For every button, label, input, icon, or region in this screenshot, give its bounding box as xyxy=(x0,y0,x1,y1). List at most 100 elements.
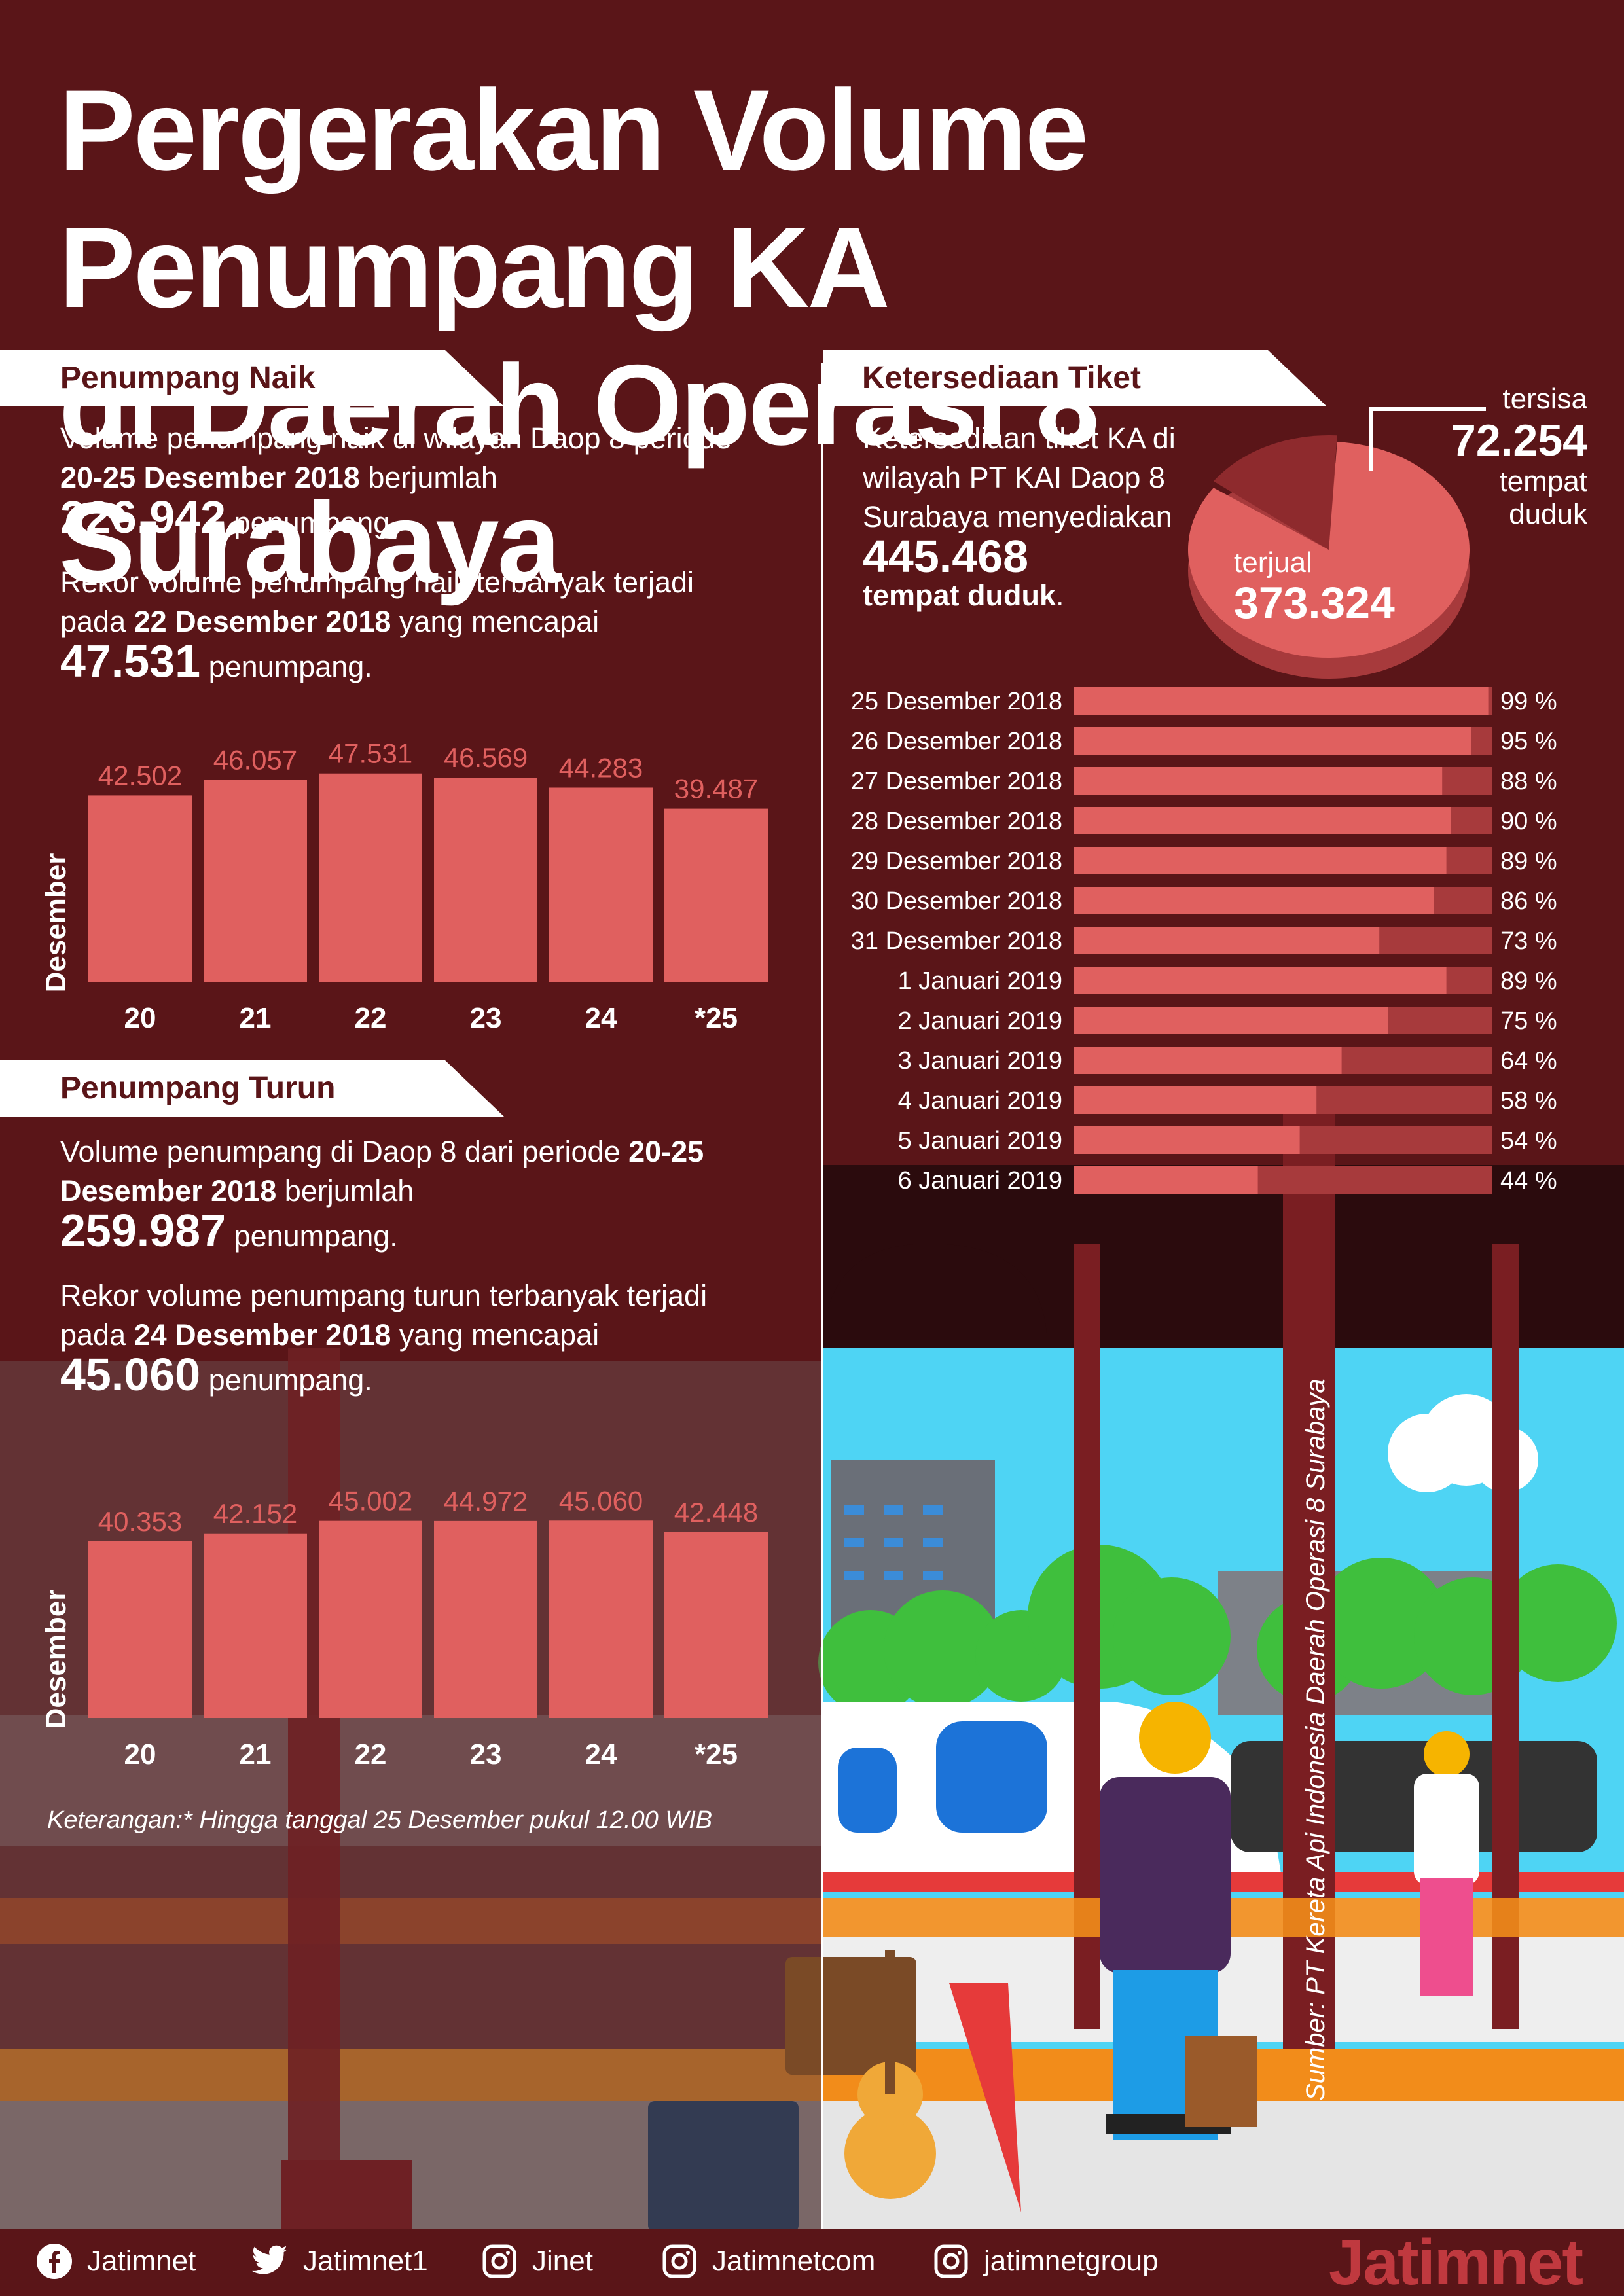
instagram-jatimnetgroup-label: jatimnetgroup xyxy=(984,2245,1159,2277)
tiket-row-percent: 89 % xyxy=(1500,967,1557,995)
turun-paragraph-2: Rekor volume penumpang turun terbanyak t… xyxy=(60,1276,813,1400)
tiket-row-percent: 58 % xyxy=(1500,1087,1557,1115)
tiket-row-percent: 54 % xyxy=(1500,1127,1557,1155)
turun-value-label: 45.060 xyxy=(559,1485,643,1516)
turun-period-month: Desember 2018 xyxy=(60,1174,277,1208)
naik-category-label: *25 xyxy=(695,1002,738,1034)
naik-y-axis-label: Desember xyxy=(40,853,72,993)
naik-p2-pre: pada xyxy=(60,605,134,638)
tiket-line-1: Ketersediaan tiket KA di xyxy=(863,422,1176,455)
naik-category-label: 23 xyxy=(470,1002,502,1034)
naik-total: 226.942 xyxy=(60,492,226,543)
tersisa-unit-1: tempat xyxy=(1499,465,1587,497)
footer-twitter[interactable]: Jatimnet1 xyxy=(252,2242,428,2281)
tiket-paragraph: Ketersediaan tiket KA di wilayah PT KAI … xyxy=(863,419,1229,615)
turun-p1-pre: Volume penumpang di Daop 8 dari periode xyxy=(60,1135,629,1168)
naik-p2-rest: yang mencapai xyxy=(391,605,600,638)
tiket-bar-25-desember-2018 xyxy=(1074,687,1489,715)
instagram-icon xyxy=(481,2243,518,2280)
naik-record-date: 22 Desember 2018 xyxy=(134,605,391,638)
naik-value-label: 39.487 xyxy=(674,774,758,804)
twitter-label: Jatimnet1 xyxy=(303,2245,428,2277)
tiket-row-date: 26 Desember 2018 xyxy=(851,728,1062,755)
naik-bar-23 xyxy=(434,778,537,982)
tiket-row-date: 4 Januari 2019 xyxy=(898,1087,1062,1115)
tiket-row-percent: 73 % xyxy=(1500,927,1557,955)
turun-paragraph-1: Volume penumpang di Daop 8 dari periode … xyxy=(60,1132,813,1256)
section-header-turun: Penumpang Turun xyxy=(0,1060,504,1117)
naik-value-label: 46.569 xyxy=(444,742,528,773)
tiket-row-percent: 86 % xyxy=(1500,888,1557,915)
tiket-row-percent: 64 % xyxy=(1500,1047,1557,1075)
turun-record-value: 45.060 xyxy=(60,1349,201,1400)
naik-value-label: 44.283 xyxy=(559,752,643,783)
terjual-block: terjual 373.324 xyxy=(1234,547,1395,626)
naik-total-unit: penumpang. xyxy=(226,506,398,539)
turun-bar-20 xyxy=(88,1541,192,1718)
tiket-row-date: 27 Desember 2018 xyxy=(851,768,1062,795)
tiket-bar-29-desember-2018 xyxy=(1074,847,1447,874)
naik-p2-line-c: 47.531 penumpang. xyxy=(60,638,813,687)
instagram-icon xyxy=(933,2243,969,2280)
tiket-bar-1-januari-2019 xyxy=(1074,967,1447,994)
instagram-jatimnetcom-label: Jatimnetcom xyxy=(712,2245,876,2277)
title-line-1: Pergerakan Volume Penumpang KA xyxy=(59,67,1089,332)
turun-p1-line-b: Desember 2018 berjumlah xyxy=(60,1172,813,1211)
footer-instagram-jatimnetcom[interactable]: Jatimnetcom xyxy=(661,2242,875,2281)
naik-category-label: 22 xyxy=(355,1002,387,1034)
naik-bar-24 xyxy=(549,787,653,982)
pie-slice-terjual xyxy=(1188,442,1470,658)
turun-total: 259.987 xyxy=(60,1205,226,1256)
tiket-line-2: wilayah PT KAI Daop 8 xyxy=(863,461,1165,494)
footer-instagram-jatimnetgroup[interactable]: jatimnetgroup xyxy=(933,2242,1159,2281)
naik-value-label: 47.531 xyxy=(329,738,412,769)
naik-category-label: 24 xyxy=(585,1002,617,1034)
tiket-row-date: 6 Januari 2019 xyxy=(898,1167,1062,1194)
instagram-icon xyxy=(661,2243,698,2280)
tiket-row-date: 29 Desember 2018 xyxy=(851,848,1062,875)
tiket-total-unit: tempat duduk xyxy=(863,579,1056,612)
turun-period-bold: 20-25 xyxy=(628,1135,704,1168)
turun-bar-24 xyxy=(549,1520,653,1718)
tiket-row-date: 28 Desember 2018 xyxy=(851,808,1062,835)
turun-category-label: 22 xyxy=(355,1738,387,1770)
tiket-row-date: 5 Januari 2019 xyxy=(898,1127,1062,1155)
naik-bar-20 xyxy=(88,795,192,982)
sumber-source: Sumber: PT Kereta Api Indonesia Daerah O… xyxy=(1301,1378,1330,2101)
footer-instagram-jinet[interactable]: Jinet xyxy=(481,2242,593,2281)
twitter-icon xyxy=(252,2243,289,2280)
tiket-bar-30-desember-2018 xyxy=(1074,887,1434,914)
tiket-row-percent: 95 % xyxy=(1500,728,1557,755)
naik-period-bold: 20-25 Desember 2018 xyxy=(60,461,360,494)
naik-value-label: 42.502 xyxy=(98,760,182,791)
vertical-divider xyxy=(821,363,823,2261)
tiket-bar-28-desember-2018 xyxy=(1074,807,1451,834)
tiket-row-percent: 89 % xyxy=(1500,848,1557,875)
tiket-row-date: 2 Januari 2019 xyxy=(898,1007,1062,1035)
naik-bar-*25 xyxy=(664,808,768,982)
naik-record-value: 47.531 xyxy=(60,636,201,687)
naik-paragraph-1: Volume penumpang naik di wilayah Daop 8 … xyxy=(60,419,813,543)
tersisa-block: tersisa 72.254 tempat duduk xyxy=(1440,383,1587,531)
naik-p1-line-b: 20-25 Desember 2018 berjumlah xyxy=(60,458,813,497)
turun-value-label: 42.448 xyxy=(674,1497,758,1528)
naik-p2-line-b: pada 22 Desember 2018 yang mencapai xyxy=(60,602,813,641)
tiket-row-date: 3 Januari 2019 xyxy=(898,1047,1062,1075)
footer-facebook[interactable]: Jatimnet xyxy=(36,2242,196,2281)
tiket-total-dot: . xyxy=(1056,579,1064,612)
turun-y-axis-label: Desember xyxy=(40,1590,72,1729)
tiket-row-percent: 88 % xyxy=(1500,768,1557,795)
naik-p1-rest: berjumlah xyxy=(359,461,497,494)
turun-p2-pre: pada xyxy=(60,1318,134,1352)
tiket-bar-31-desember-2018 xyxy=(1074,927,1380,954)
tiket-row-percent: 99 % xyxy=(1500,688,1557,715)
chart-ketersediaan-harian: 25 Desember 2018 99 % 26 Desember 2018 95 %… xyxy=(851,687,1557,1194)
naik-value-label: 46.057 xyxy=(213,745,297,776)
turun-p2-line-c: 45.060 penumpang. xyxy=(60,1352,813,1400)
naik-bar-22 xyxy=(319,773,422,982)
naik-category-label: 21 xyxy=(240,1002,272,1034)
facebook-icon xyxy=(36,2243,73,2280)
tersisa-value: 72.254 xyxy=(1451,416,1587,465)
tiket-row-date: 25 Desember 2018 xyxy=(851,688,1062,715)
turun-value-label: 42.152 xyxy=(213,1498,297,1529)
